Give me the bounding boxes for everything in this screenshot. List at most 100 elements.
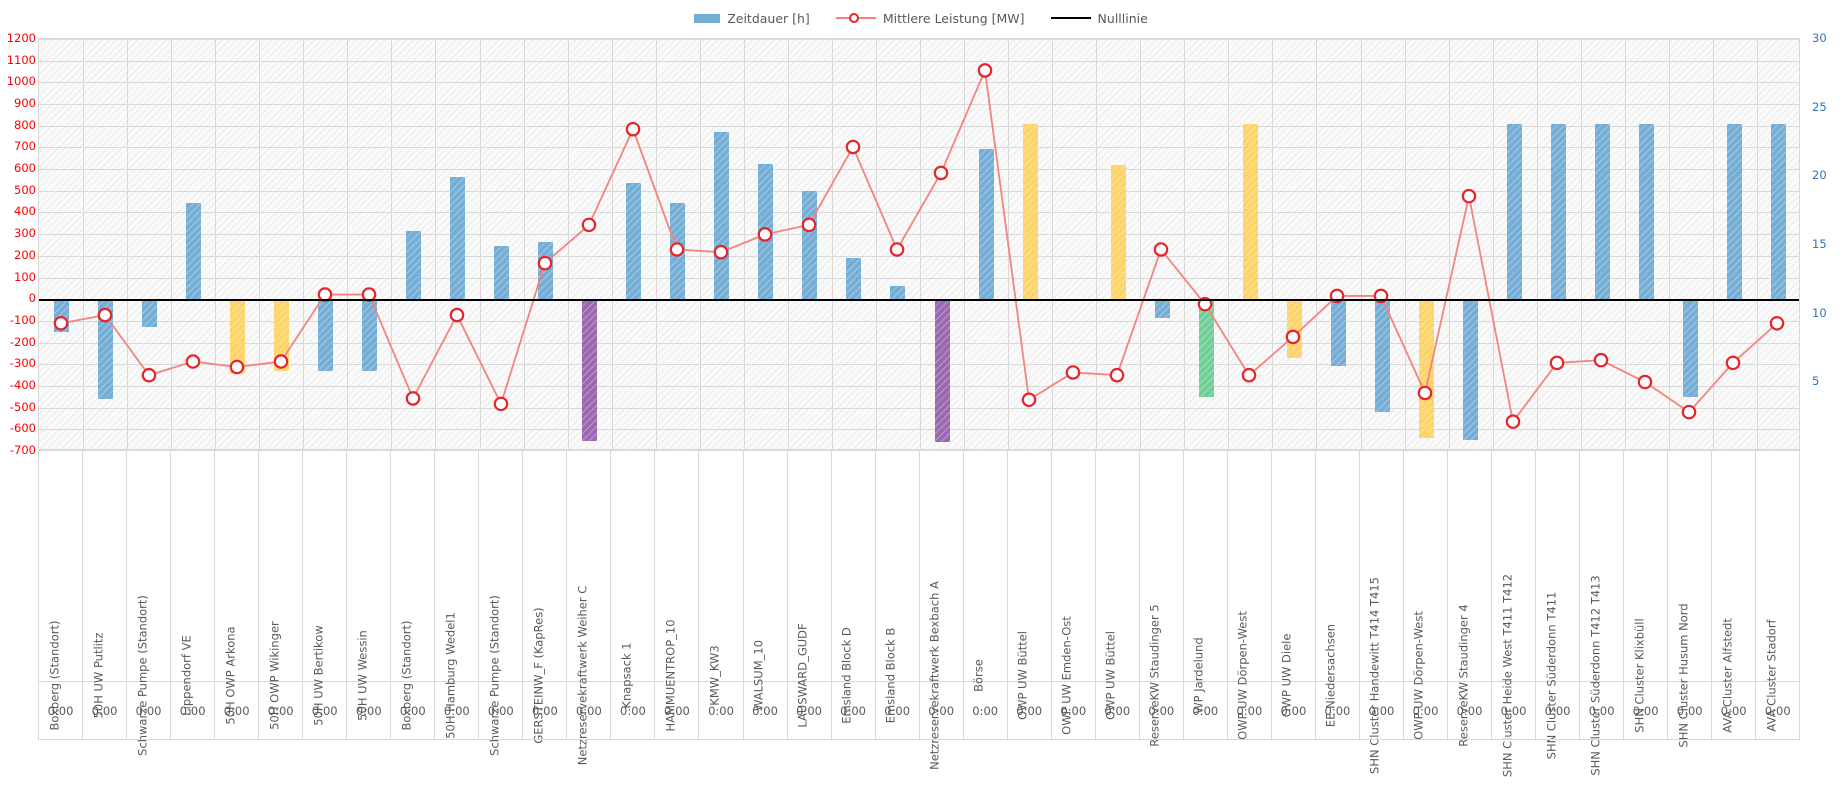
line-marker-24[interactable] <box>1109 367 1125 383</box>
category-cell: AVA Cluster Stadorf <box>1755 450 1801 731</box>
line-marker-18[interactable] <box>845 139 861 155</box>
line-marker-37[interactable] <box>1681 404 1697 420</box>
bar-36[interactable] <box>1639 123 1655 300</box>
line-marker-25[interactable] <box>1153 242 1169 257</box>
line-marker-27[interactable] <box>1241 367 1257 383</box>
line-marker-16[interactable] <box>757 227 773 242</box>
line-marker-28[interactable] <box>1285 329 1301 345</box>
line-marker-17[interactable] <box>801 217 817 233</box>
bar-11[interactable] <box>538 242 554 300</box>
category-cell: 50H OWP Arkona <box>214 450 259 724</box>
bar-1[interactable] <box>97 299 113 399</box>
line-marker-1[interactable] <box>97 307 113 323</box>
bar-26[interactable] <box>1198 299 1214 397</box>
bar-31[interactable] <box>1419 299 1435 438</box>
line-marker-2[interactable] <box>141 367 157 383</box>
line-marker-36[interactable] <box>1637 374 1653 390</box>
bar-38[interactable] <box>1727 123 1743 300</box>
line-marker-11[interactable] <box>537 255 553 271</box>
bar-2[interactable] <box>141 299 157 328</box>
value-text: 0:00 <box>223 703 250 718</box>
bar-37[interactable] <box>1683 299 1699 397</box>
value-text: 0:00 <box>487 703 514 718</box>
line-marker-20[interactable] <box>933 165 949 181</box>
bar-13[interactable] <box>626 182 642 300</box>
line-marker-10[interactable] <box>493 396 509 412</box>
line-marker-14[interactable] <box>669 242 685 257</box>
bar-7[interactable] <box>361 299 377 371</box>
line-marker-9[interactable] <box>449 307 465 323</box>
line-marker-38[interactable] <box>1725 355 1741 371</box>
category-cell: OWP UW Diele <box>1270 450 1315 717</box>
line-marker-5[interactable] <box>273 354 289 369</box>
gridline-vertical <box>1668 39 1670 449</box>
legend-item-nulllinie[interactable]: Nulllinie <box>1050 11 1148 26</box>
line-marker-15[interactable] <box>713 244 729 260</box>
category-cell: SHN Cluster Süderdonn T411 <box>1535 450 1580 759</box>
bar-19[interactable] <box>890 285 906 300</box>
bar-6[interactable] <box>317 299 333 371</box>
legend-item-mittlere-leistung[interactable]: Mittlere Leistung [MW] <box>835 11 1025 26</box>
line-marker-4[interactable] <box>229 359 245 375</box>
value-cell: 0:00 <box>1579 682 1624 740</box>
line-marker-23[interactable] <box>1065 365 1081 380</box>
gridline-vertical <box>435 39 437 449</box>
category-cell: SHN Cluster Süderdonn T412 T413 <box>1579 450 1624 775</box>
line-marker-19[interactable] <box>889 242 905 257</box>
bar-24[interactable] <box>1110 164 1126 300</box>
bar-32[interactable] <box>1463 299 1479 441</box>
line-marker-30[interactable] <box>1373 288 1389 304</box>
bar-12[interactable] <box>582 299 598 442</box>
bar-30[interactable] <box>1375 299 1390 412</box>
value-cell: 0:00 <box>1050 682 1095 740</box>
line-marker-8[interactable] <box>405 391 421 406</box>
line-marker-31[interactable] <box>1417 385 1433 401</box>
value-text: 0:00 <box>443 703 470 718</box>
gridline-vertical <box>1624 39 1626 449</box>
gridline-horizontal <box>39 364 1799 366</box>
line-marker-33[interactable] <box>1505 414 1521 429</box>
bar-18[interactable] <box>846 258 862 300</box>
value-cell: 0:00 <box>1755 682 1801 740</box>
bar-9[interactable] <box>449 177 465 300</box>
gridline-horizontal <box>39 169 1799 171</box>
bar-4[interactable] <box>229 299 245 374</box>
bar-34[interactable] <box>1551 123 1567 300</box>
gridline-vertical <box>743 39 745 449</box>
gridline-vertical <box>1140 39 1142 449</box>
line-marker-0[interactable] <box>53 316 69 331</box>
category-cell: SHN Cluster Husum Nord <box>1667 450 1712 747</box>
left-axis-tick: 1100 <box>6 52 36 67</box>
gridline-vertical <box>1228 39 1230 449</box>
line-marker-12[interactable] <box>581 217 597 233</box>
line-marker-39[interactable] <box>1769 316 1785 331</box>
gridline-horizontal <box>39 39 1799 40</box>
category-cell: WALSUM_10 <box>742 450 787 711</box>
bar-21[interactable] <box>978 149 994 300</box>
bar-39[interactable] <box>1771 123 1787 300</box>
line-marker-29[interactable] <box>1329 288 1345 304</box>
legend-item-zeitdauer[interactable]: Zeitdauer [h] <box>694 11 810 26</box>
line-marker-13[interactable] <box>625 121 641 137</box>
category-label: SHN Cluster Süderdonn T412 T413 <box>1588 574 1603 776</box>
bar-20[interactable] <box>934 299 950 443</box>
bar-22[interactable] <box>1022 123 1038 300</box>
line-marker-32[interactable] <box>1461 188 1477 204</box>
gridline-horizontal <box>39 385 1799 387</box>
bar-8[interactable] <box>405 230 421 300</box>
line-marker-21[interactable] <box>977 63 993 78</box>
bar-29[interactable] <box>1330 299 1346 366</box>
bar-35[interactable] <box>1595 123 1611 300</box>
line-marker-3[interactable] <box>185 354 201 369</box>
bar-25[interactable] <box>1154 299 1170 318</box>
line-marker-34[interactable] <box>1549 355 1565 371</box>
bar-5[interactable] <box>273 299 289 371</box>
line-marker-35[interactable] <box>1593 352 1609 368</box>
bar-27[interactable] <box>1242 123 1258 300</box>
bar-33[interactable] <box>1507 123 1523 300</box>
bar-10[interactable] <box>494 245 509 300</box>
line-marker-22[interactable] <box>1021 392 1037 408</box>
left-axis-tick: -100 <box>9 312 36 327</box>
value-text: 0:00 <box>1148 703 1175 718</box>
bar-3[interactable] <box>185 203 201 300</box>
